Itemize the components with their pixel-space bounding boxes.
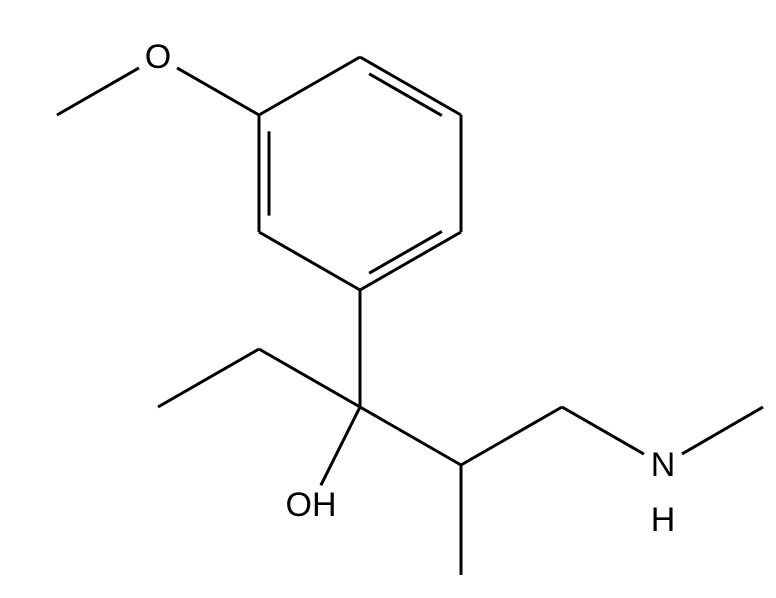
atom-label-N_H: H [651,501,676,539]
atom-label-O_oh: OH [286,486,337,524]
atom-label-N: N [651,446,676,484]
molecule-diagram: O OH NH [0,0,776,598]
atom-label-O_meo: O [145,38,171,76]
